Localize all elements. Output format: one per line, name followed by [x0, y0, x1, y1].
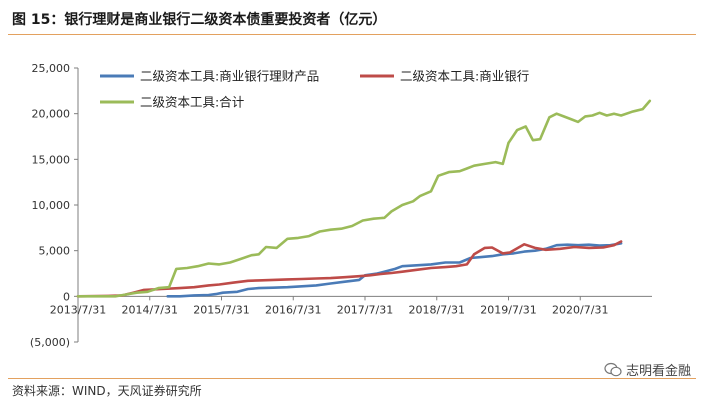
x-tick-label: 2015/7/31 [193, 303, 249, 316]
brand-watermark: 志明看金融 [604, 360, 691, 379]
series-line-2 [76, 240, 623, 298]
y-tick-label: 25,000 [32, 62, 71, 75]
chat-bubble-icon [604, 362, 622, 376]
figure-title: 图 15：银行理财是商业银行二级资本债重要投资者（亿元） [12, 12, 387, 28]
legend-label: 二级资本工具:商业银行 [400, 69, 529, 84]
legend-label: 二级资本工具:商业银行理财产品 [140, 69, 319, 84]
series-line-3 [76, 99, 652, 298]
chart-axes: 25,000 20,000 15,000 10,000 5,000 0 (5,000) 201… [30, 62, 652, 349]
x-tick-label: 2017/7/31 [337, 303, 393, 316]
bottom-rule [8, 378, 696, 379]
y-tick-label: 20,000 [32, 108, 71, 121]
y-tick-label: 0 [63, 290, 70, 303]
legend-label: 二级资本工具:合计 [140, 95, 244, 110]
x-tick-label: 2016/7/31 [265, 303, 321, 316]
x-tick-label: 2019/7/31 [480, 303, 536, 316]
y-tick-label: 10,000 [32, 199, 71, 212]
y-tick-label: 5,000 [39, 245, 71, 258]
series-line-1 [166, 242, 623, 298]
y-tick-label: (5,000) [30, 336, 70, 349]
x-tick-label: 2013/7/31 [50, 303, 106, 316]
chart-series [76, 99, 652, 298]
x-tick-label: 2014/7/31 [122, 303, 178, 316]
y-tick-label: 15,000 [32, 153, 71, 166]
x-tick-label: 2018/7/31 [409, 303, 465, 316]
brand-name: 志明看金融 [625, 364, 691, 379]
top-rule [8, 34, 696, 35]
source-note: 资料来源：WIND，天风证券研究所 [12, 384, 202, 398]
x-tick-label: 2020/7/31 [552, 303, 608, 316]
